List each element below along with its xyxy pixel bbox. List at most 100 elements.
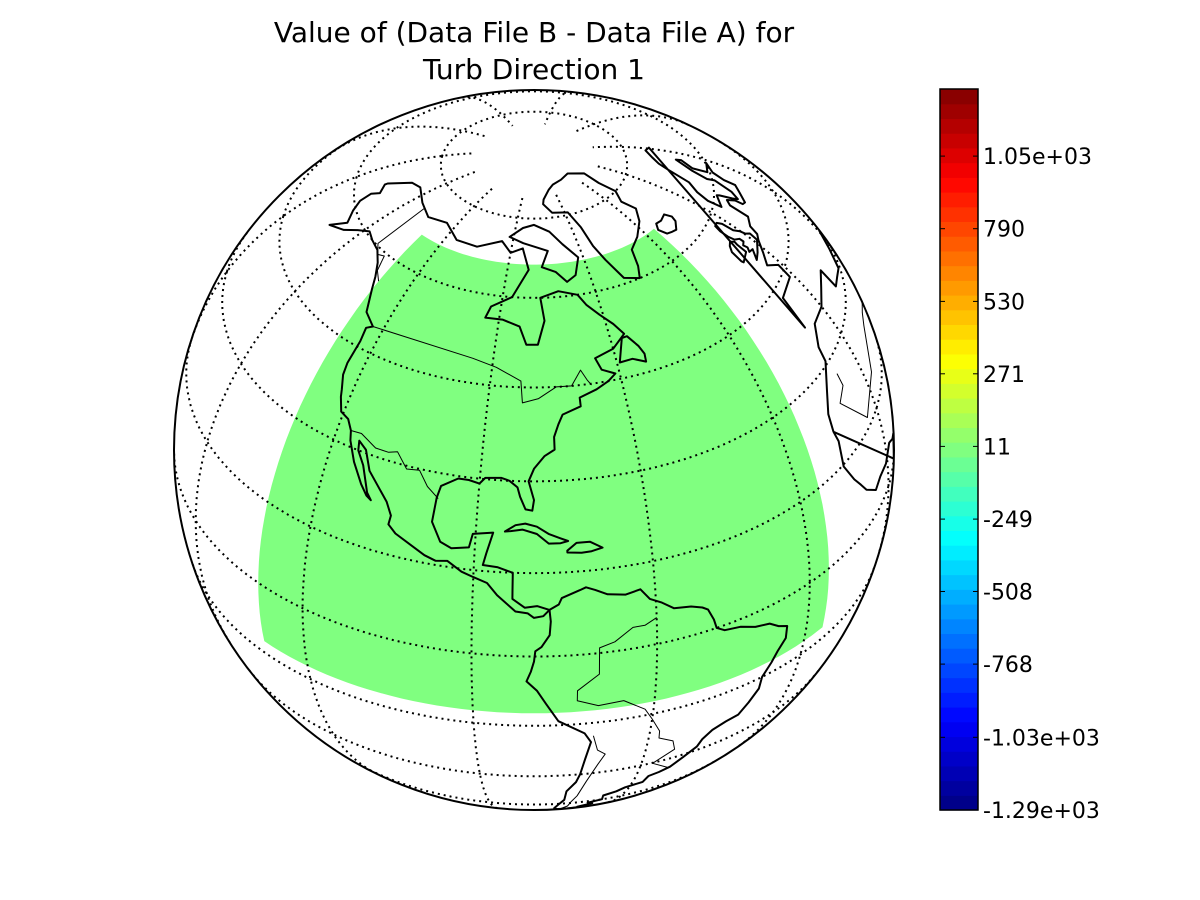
parallel-line: [353, 760, 715, 806]
parallel-line: [185, 338, 883, 575]
colorbar-band: [940, 412, 978, 429]
parallel-line: [191, 564, 877, 727]
south-america-coastline: [525, 586, 789, 810]
newfoundland-coastline: [618, 335, 648, 364]
colorbar-band: [940, 309, 978, 326]
meridian-line: [554, 192, 659, 804]
globe-outline: [173, 89, 895, 811]
parallel-line: [439, 110, 629, 220]
colorbar-ticks: 1.05e+03 790 530 271 11 -249 -508 -768 -1.03e+03…: [940, 145, 1100, 824]
hispaniola-coastline: [566, 540, 604, 554]
colorbar-band: [940, 383, 978, 399]
colorbar-band: [940, 589, 978, 605]
colorbar-tick-label: -249: [983, 508, 1033, 533]
africa-coastline: [813, 230, 894, 491]
meridian-line: [189, 152, 473, 345]
meridian-line: [543, 90, 570, 125]
colorbar-tick-label: 530: [983, 290, 1025, 315]
globe: [173, 89, 895, 811]
colorbar-band: [940, 618, 978, 635]
colorbar-band: [940, 456, 978, 473]
colorbar-band: [940, 677, 978, 693]
colorbar-tick-label: -768: [983, 653, 1033, 678]
andean-borders: [561, 735, 606, 809]
meridian-line: [581, 181, 811, 747]
colorbar-tick-label: 790: [983, 218, 1025, 243]
colorbar-band: [940, 604, 978, 620]
ireland-coastline: [728, 240, 748, 264]
colorbar-tick-label: -1.29e+03: [983, 799, 1100, 824]
colorbar-bands: [940, 89, 978, 811]
colorbar-band: [940, 398, 978, 414]
data-field-patch: [258, 228, 829, 714]
us-mexico-border: [350, 430, 439, 499]
colorbar-band: [940, 721, 978, 738]
colorbar-band: [940, 633, 978, 649]
colorbar-band: [940, 236, 978, 252]
colorbar-band: [940, 515, 978, 532]
colorbar-band: [940, 324, 978, 340]
colorbar-band: [940, 368, 978, 384]
north-america-coastline: [328, 181, 626, 619]
colorbar-band: [940, 751, 978, 767]
colorbar-band: [940, 280, 978, 296]
title-line-2: Turb Direction 1: [422, 53, 645, 86]
colorbar-band: [940, 795, 978, 811]
colorbar-band: [940, 530, 978, 546]
colorbar-band: [940, 648, 978, 664]
meridian-line: [194, 170, 476, 644]
colorbar-band: [940, 442, 978, 458]
parallel-line: [248, 669, 820, 778]
colorbar-band: [940, 559, 978, 576]
colorbar-band: [940, 147, 978, 164]
colorbar-band: [940, 501, 978, 517]
cuba-coastline: [503, 522, 570, 545]
colorbar-tick-label: 11: [983, 435, 1011, 460]
colorbar-band: [940, 707, 978, 723]
brazil-borders: [576, 617, 676, 768]
colorbar-band: [940, 736, 978, 752]
land-outlines: [328, 146, 894, 810]
colorbar-band: [940, 545, 978, 561]
baffin-island-coastline: [508, 223, 580, 283]
colorbar-band: [940, 765, 978, 782]
meridian-line: [331, 125, 487, 153]
us-canada-border: [372, 326, 592, 404]
colorbar-band: [940, 574, 978, 590]
colorbar-band: [940, 265, 978, 281]
iceland-coastline: [655, 213, 678, 235]
title-line-1: Value of (Data File B - Data File A) for: [274, 16, 795, 49]
colorbar-band: [940, 486, 978, 502]
colorbar-band: [940, 162, 978, 178]
colorbar-band: [940, 177, 978, 193]
colorbar-tick-label: 271: [983, 363, 1025, 388]
meridian-line: [595, 164, 890, 552]
colorbar-band: [940, 118, 978, 134]
colorbar: 1.05e+03 790 530 271 11 -249 -508 -768 -1.03e+03…: [939, 88, 1100, 824]
greenland-coastline: [542, 172, 641, 280]
colorbar-band: [940, 427, 978, 443]
colorbar-band: [940, 192, 978, 208]
colorbar-band: [940, 89, 978, 105]
meridian-line: [592, 145, 837, 254]
colorbar-band: [940, 133, 978, 149]
colorbar-band: [940, 103, 978, 120]
colorbar-band: [940, 250, 978, 267]
parallel-line: [174, 449, 894, 658]
alaska-canada-border: [376, 208, 425, 282]
colorbar-band: [940, 353, 978, 370]
colorbar-tick-label: -1.03e+03: [983, 726, 1100, 751]
europe-coastline: [644, 146, 806, 329]
colorbar-band: [940, 662, 978, 679]
colorbar-tick-label: -508: [983, 581, 1033, 606]
colorbar-tick-label: 1.05e+03: [983, 145, 1092, 170]
colorbar-band: [940, 339, 978, 355]
colorbar-band: [940, 780, 978, 796]
meridian-line: [573, 114, 690, 134]
colorbar-band: [940, 692, 978, 708]
colorbar-frame: [939, 88, 979, 811]
colorbar-band: [940, 221, 978, 237]
colorbar-band: [940, 471, 978, 487]
colorbar-band: [940, 206, 978, 223]
